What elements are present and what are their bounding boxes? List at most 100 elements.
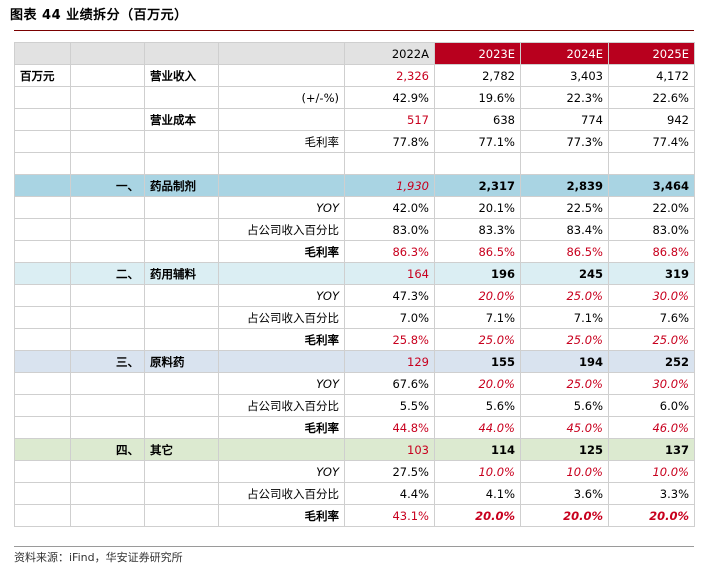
- value-cell: 103: [344, 438, 435, 461]
- row-unit-label: [14, 196, 71, 219]
- value-cell: 5.5%: [344, 394, 435, 417]
- row-item-label: [144, 284, 219, 307]
- year-header-2023e: 2023E: [434, 42, 521, 65]
- row-unit-label: [14, 438, 71, 461]
- value-cell: 20.0%: [434, 372, 521, 395]
- value-cell: [344, 152, 435, 175]
- table-row: 占公司收入百分比 83.0% 83.3% 83.4% 83.0%: [14, 218, 695, 241]
- row-item-label: 营业成本: [144, 108, 219, 131]
- row-item-label: [144, 394, 219, 417]
- segment-index: 二、: [70, 262, 145, 285]
- table-row: YOY 47.3% 20.0% 25.0% 30.0%: [14, 284, 695, 307]
- row-unit-label: [14, 416, 71, 439]
- value-cell: [434, 152, 521, 175]
- row-item-label: [144, 482, 219, 505]
- row-metric-label: [218, 152, 345, 175]
- value-cell: 10.0%: [434, 460, 521, 483]
- figure-title: 图表 44 业绩拆分（百万元）: [10, 8, 188, 23]
- row-index: [70, 482, 145, 505]
- value-cell: 44.0%: [434, 416, 521, 439]
- value-cell: 43.1%: [344, 504, 435, 527]
- value-cell: 44.8%: [344, 416, 435, 439]
- value-cell: 19.6%: [434, 86, 521, 109]
- segment-name: 药用辅料: [144, 262, 219, 285]
- value-cell: 77.8%: [344, 130, 435, 153]
- table-row: 毛利率 77.8% 77.1% 77.3% 77.4%: [14, 130, 695, 153]
- value-cell: 77.3%: [520, 130, 609, 153]
- row-unit-label: [14, 328, 71, 351]
- row-index: [70, 86, 145, 109]
- row-index: [70, 416, 145, 439]
- segment-row-api: 三、 原料药 129 155 194 252: [14, 350, 695, 373]
- row-unit-label: [14, 86, 71, 109]
- row-item-label: [144, 86, 219, 109]
- table-row: YOY 27.5% 10.0% 10.0% 10.0%: [14, 460, 695, 483]
- row-metric-label: YOY: [218, 196, 345, 219]
- segment-index: 三、: [70, 350, 145, 373]
- row-metric-label: 毛利率: [218, 240, 345, 263]
- row-item-label: 营业收入: [144, 64, 219, 87]
- row-item-label: [144, 152, 219, 175]
- table-row: (+/-%) 42.9% 19.6% 22.3% 22.6%: [14, 86, 695, 109]
- header-blank: [14, 42, 71, 65]
- value-cell: 25.0%: [434, 328, 521, 351]
- value-cell: 196: [434, 262, 521, 285]
- header-blank: [70, 42, 145, 65]
- value-cell: 67.6%: [344, 372, 435, 395]
- year-header-2024e: 2024E: [520, 42, 609, 65]
- row-unit-label: [14, 108, 71, 131]
- row-unit-label: [14, 350, 71, 373]
- value-cell: 2,326: [344, 64, 435, 87]
- year-header-2025e: 2025E: [608, 42, 695, 65]
- value-cell: 83.0%: [608, 218, 695, 241]
- value-cell: 83.3%: [434, 218, 521, 241]
- segment-index: 四、: [70, 438, 145, 461]
- header-blank: [218, 42, 345, 65]
- value-cell: 45.0%: [520, 416, 609, 439]
- row-metric-label: [218, 64, 345, 87]
- segment-row-excipients: 二、 药用辅料 164 196 245 319: [14, 262, 695, 285]
- row-unit-label: [14, 262, 71, 285]
- row-index: [70, 328, 145, 351]
- row-metric-label: [218, 350, 345, 373]
- row-unit-label: [14, 306, 71, 329]
- value-cell: 22.0%: [608, 196, 695, 219]
- table-row: YOY 67.6% 20.0% 25.0% 30.0%: [14, 372, 695, 395]
- segment-row-pharma: 一、 药品制剂 1,930 2,317 2,839 3,464: [14, 174, 695, 197]
- value-cell: 86.8%: [608, 240, 695, 263]
- row-metric-label: [218, 174, 345, 197]
- value-cell: 83.4%: [520, 218, 609, 241]
- table-row: YOY 42.0% 20.1% 22.5% 22.0%: [14, 196, 695, 219]
- row-index: [70, 306, 145, 329]
- source-note: 资料来源：iFind，华安证券研究所: [14, 551, 183, 564]
- value-cell: 20.0%: [434, 504, 521, 527]
- value-cell: 6.0%: [608, 394, 695, 417]
- value-cell: 20.1%: [434, 196, 521, 219]
- row-index: [70, 108, 145, 131]
- value-cell: 245: [520, 262, 609, 285]
- row-metric-label: [218, 108, 345, 131]
- value-cell: 155: [434, 350, 521, 373]
- row-item-label: [144, 196, 219, 219]
- value-cell: 7.6%: [608, 306, 695, 329]
- row-metric-label: 占公司收入百分比: [218, 218, 345, 241]
- value-cell: 20.0%: [608, 504, 695, 527]
- segment-name: 药品制剂: [144, 174, 219, 197]
- value-cell: 164: [344, 262, 435, 285]
- spacer-row: [14, 152, 695, 175]
- value-cell: 3.6%: [520, 482, 609, 505]
- row-metric-label: 毛利率: [218, 328, 345, 351]
- row-metric-label: 毛利率: [218, 130, 345, 153]
- row-unit-label: [14, 372, 71, 395]
- table-row: 占公司收入百分比 7.0% 7.1% 7.1% 7.6%: [14, 306, 695, 329]
- value-cell: 125: [520, 438, 609, 461]
- table-row: 占公司收入百分比 5.5% 5.6% 5.6% 6.0%: [14, 394, 695, 417]
- year-header-2022a: 2022A: [344, 42, 435, 65]
- row-index: [70, 284, 145, 307]
- row-unit-label: [14, 218, 71, 241]
- value-cell: 3,464: [608, 174, 695, 197]
- value-cell: 27.5%: [344, 460, 435, 483]
- header-row: 2022A 2023E 2024E 2025E: [14, 42, 695, 65]
- row-unit-label: [14, 174, 71, 197]
- value-cell: 129: [344, 350, 435, 373]
